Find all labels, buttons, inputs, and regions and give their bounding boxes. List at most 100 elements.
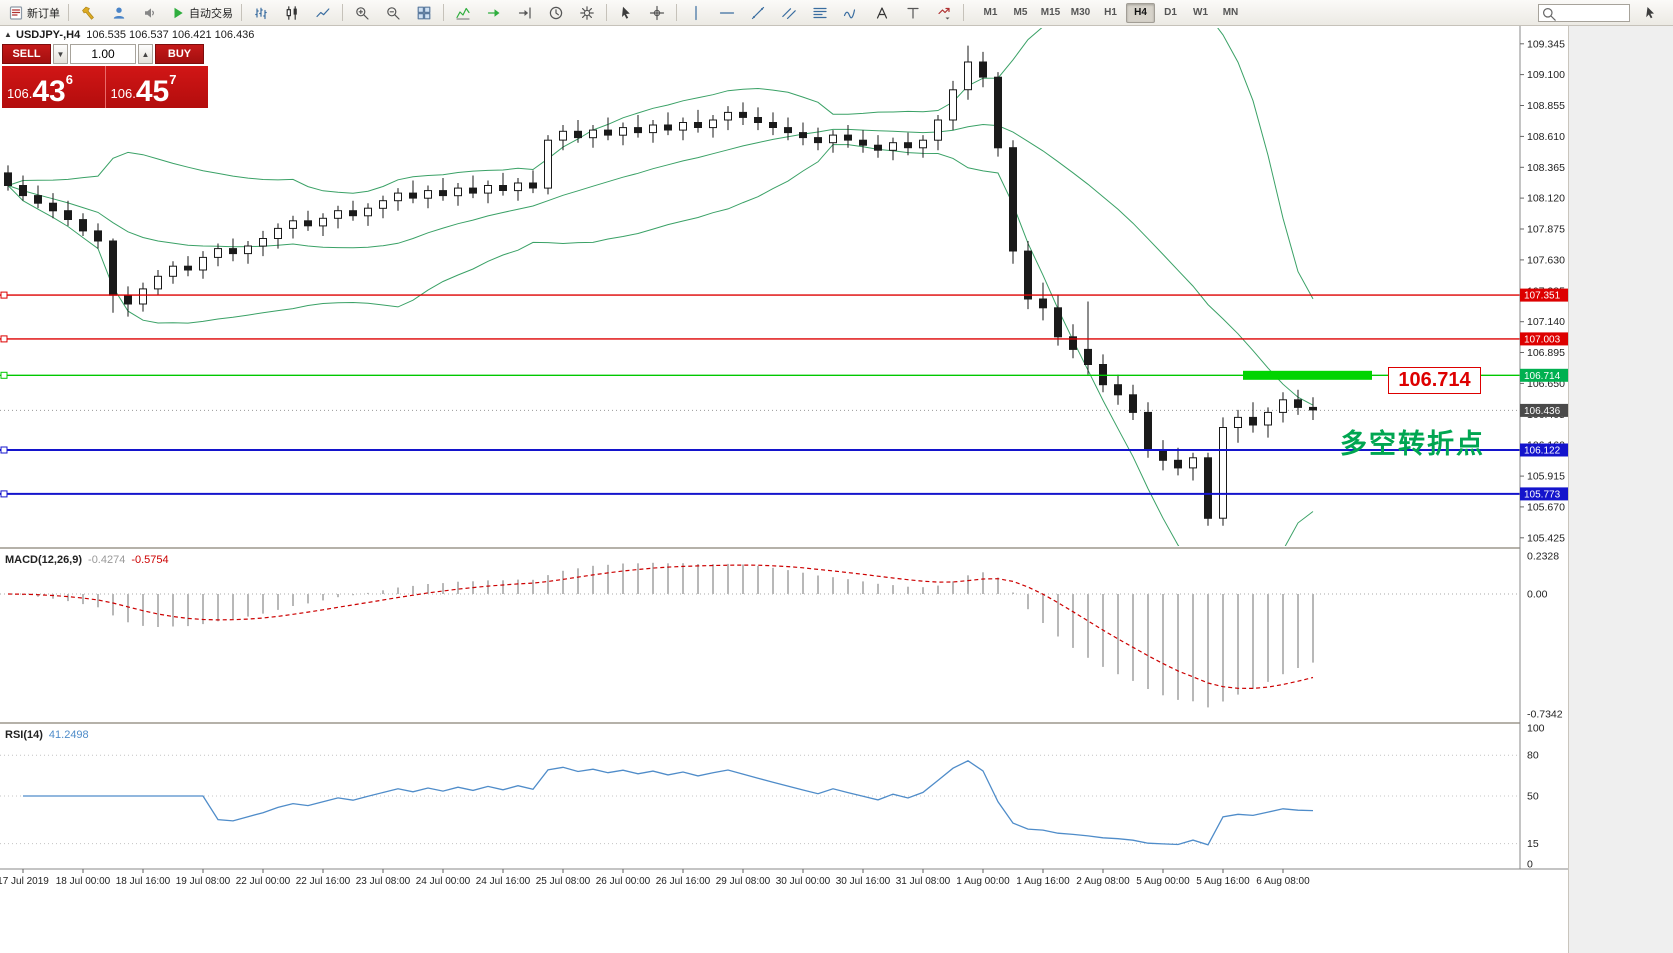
candlestick-series xyxy=(4,45,1317,526)
vertical-line-button[interactable] xyxy=(681,1,711,25)
cursor-button[interactable] xyxy=(611,1,641,25)
autotrading-button[interactable]: 自动交易 xyxy=(166,1,237,25)
symbol-period-label: USDJPY-,H4 xyxy=(16,29,81,41)
svg-text:1 Aug 00:00: 1 Aug 00:00 xyxy=(956,876,1010,887)
search-icon xyxy=(1541,6,1557,22)
waves-button[interactable] xyxy=(836,1,866,25)
periods-button[interactable] xyxy=(541,1,571,25)
svg-text:106.714: 106.714 xyxy=(1524,371,1561,382)
line-anchor-handle xyxy=(0,335,8,343)
text-button[interactable] xyxy=(867,1,897,25)
channel-button[interactable] xyxy=(774,1,804,25)
axis-price-marker: 106.122 xyxy=(1520,443,1568,457)
workspace-background xyxy=(1568,26,1673,953)
one-click-panel-toggle[interactable]: ▲ xyxy=(4,30,12,39)
axis-price-marker: 106.436 xyxy=(1520,403,1568,417)
svg-text:107.140: 107.140 xyxy=(1527,316,1565,328)
timeframe-H1[interactable]: H1 xyxy=(1104,7,1117,18)
svg-text:100: 100 xyxy=(1527,723,1545,735)
svg-text:0.00: 0.00 xyxy=(1527,589,1548,601)
metaeditor-button[interactable] xyxy=(73,1,103,25)
bollinger-bands xyxy=(7,28,1314,546)
bar-chart-button[interactable] xyxy=(246,1,276,25)
price-callout-box[interactable]: 106.714 xyxy=(1388,367,1481,394)
fibonacci-icon xyxy=(812,5,828,21)
svg-text:24 Jul 00:00: 24 Jul 00:00 xyxy=(416,876,471,887)
panel-separator[interactable] xyxy=(0,547,1568,549)
tile-windows-button[interactable] xyxy=(409,1,439,25)
bars-icon xyxy=(253,5,269,21)
macd-panel: MACD(12,26,9) -0.4274 -0.5754 xyxy=(0,554,1520,708)
new-order-button[interactable]: 新订单 xyxy=(4,1,64,25)
rsi-panel: RSI(14) 41.2498 xyxy=(0,729,1520,846)
svg-text:15: 15 xyxy=(1527,838,1539,850)
chart-properties-button[interactable] xyxy=(572,1,602,25)
buy-price[interactable]: 106. 45 7 xyxy=(105,66,208,108)
timeframe-H4[interactable]: H4 xyxy=(1126,2,1155,23)
line-anchor-handle xyxy=(0,371,8,379)
time-axis[interactable]: 17 Jul 2019 18 Jul 00:00 18 Jul 16:00 19 Ju… xyxy=(0,868,1568,887)
svg-text:24 Jul 16:00: 24 Jul 16:00 xyxy=(476,876,531,887)
indicators-icon xyxy=(455,5,471,21)
toolbar-separator xyxy=(68,4,69,21)
chart-window: MACD(12,26,9) -0.4274 -0.5754 RSI(14) 41.249… xyxy=(0,26,1568,953)
zoom-out-button[interactable] xyxy=(378,1,408,25)
chart-canvas[interactable]: MACD(12,26,9) -0.4274 -0.5754 RSI(14) 41.249… xyxy=(0,26,1568,953)
svg-text:105.773: 105.773 xyxy=(1524,489,1561,500)
buy-price-pip: 7 xyxy=(169,72,177,87)
alerts-button[interactable] xyxy=(135,1,165,25)
community-button[interactable] xyxy=(104,1,134,25)
pointer-button[interactable] xyxy=(1635,1,1665,25)
auto-scroll-button[interactable] xyxy=(479,1,509,25)
chart-shift-button[interactable] xyxy=(510,1,540,25)
candlestick-chart-button[interactable] xyxy=(277,1,307,25)
price-axis[interactable]: 109.345 109.100 108.855 108.610 108.365 108.1… xyxy=(1519,26,1568,871)
svg-text:106.436: 106.436 xyxy=(1524,406,1561,417)
timeframe-M5[interactable]: M5 xyxy=(1013,7,1028,18)
line-chart-button[interactable] xyxy=(308,1,338,25)
lot-increase-button[interactable]: ▲ xyxy=(138,44,153,64)
lot-size-input[interactable] xyxy=(70,44,136,64)
svg-text:107.003: 107.003 xyxy=(1524,334,1561,345)
svg-text:107.875: 107.875 xyxy=(1527,224,1565,236)
sell-button[interactable]: SELL xyxy=(2,44,51,64)
search-input[interactable] xyxy=(1538,3,1630,22)
timeframe-M30[interactable]: M30 xyxy=(1070,7,1091,18)
axis-price-marker: 106.714 xyxy=(1520,368,1568,382)
horizontal-line-button[interactable] xyxy=(712,1,742,25)
timeframe-W1[interactable]: W1 xyxy=(1193,7,1208,18)
svg-text:MACD(12,26,9)-0.4274-0.5754: MACD(12,26,9) -0.4274 -0.5754 xyxy=(5,554,169,566)
svg-text:2 Aug 08:00: 2 Aug 08:00 xyxy=(1076,876,1130,887)
timeframe-M1[interactable]: M1 xyxy=(983,7,998,18)
main-toolbar: 新订单 自动交易 M1 M5 M15 M30 H1 H4 D1 W1 MN xyxy=(0,0,1673,26)
pointer-icon xyxy=(1642,5,1658,21)
zoom-in-icon xyxy=(354,5,370,21)
panel-separator[interactable] xyxy=(0,722,1568,724)
crosshair-button[interactable] xyxy=(642,1,672,25)
svg-text:1 Aug 16:00: 1 Aug 16:00 xyxy=(1016,876,1070,887)
svg-text:108.855: 108.855 xyxy=(1527,100,1565,112)
buy-button[interactable]: BUY xyxy=(155,44,204,64)
arrows-button[interactable] xyxy=(929,1,959,25)
svg-text:-0.7342: -0.7342 xyxy=(1527,709,1563,721)
sell-price-pip: 6 xyxy=(65,72,73,87)
ohlc-values: 106.535 106.537 106.421 106.436 xyxy=(86,29,255,41)
svg-text:30 Jul 00:00: 30 Jul 00:00 xyxy=(776,876,831,887)
svg-text:31 Jul 08:00: 31 Jul 08:00 xyxy=(896,876,951,887)
line-anchor-handle xyxy=(0,490,8,498)
svg-text:26 Jul 00:00: 26 Jul 00:00 xyxy=(596,876,651,887)
axis-price-marker: 107.351 xyxy=(1520,288,1568,302)
lot-decrease-button[interactable]: ▼ xyxy=(53,44,68,64)
timeframe-M15[interactable]: M15 xyxy=(1040,7,1061,18)
tile-windows-icon xyxy=(416,5,432,21)
label-button[interactable] xyxy=(898,1,928,25)
horizontal-line-objects[interactable] xyxy=(0,291,1520,498)
timeframe-D1[interactable]: D1 xyxy=(1164,7,1177,18)
indicators-button[interactable] xyxy=(448,1,478,25)
trendline-button[interactable] xyxy=(743,1,773,25)
zoom-in-button[interactable] xyxy=(347,1,377,25)
timeframe-MN[interactable]: MN xyxy=(1222,7,1239,18)
svg-text:0: 0 xyxy=(1527,859,1533,871)
fibonacci-button[interactable] xyxy=(805,1,835,25)
sell-price[interactable]: 106. 43 6 xyxy=(2,66,106,108)
